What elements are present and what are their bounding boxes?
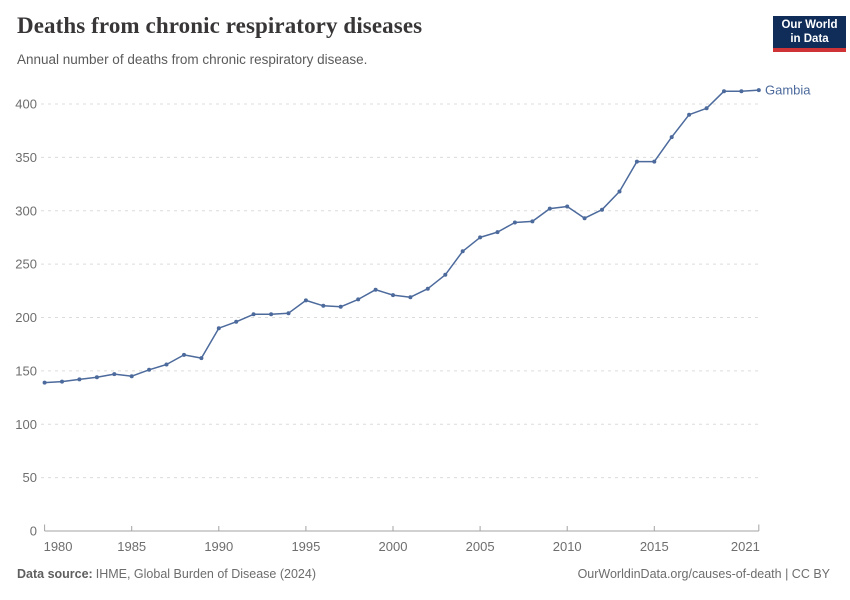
y-tick-label: 150	[15, 363, 37, 378]
data-point	[94, 375, 99, 380]
license-link[interactable]: OurWorldinData.org/causes-of-death | CC …	[577, 567, 830, 581]
data-point	[356, 297, 361, 302]
data-source-text: IHME, Global Burden of Disease (2024)	[95, 567, 316, 581]
data-point	[443, 272, 448, 277]
data-point	[687, 112, 692, 117]
data-point	[704, 106, 709, 111]
y-tick-label: 200	[15, 310, 37, 325]
y-tick-label: 400	[15, 97, 37, 112]
data-point	[478, 235, 483, 240]
data-point	[408, 295, 413, 300]
y-tick-label: 300	[15, 203, 37, 218]
owid-logo-line2: in Data	[790, 33, 829, 45]
data-point	[147, 367, 152, 372]
y-tick-label: 50	[23, 470, 37, 485]
x-tick-label: 2021	[731, 539, 760, 554]
data-point	[600, 207, 604, 212]
data-line	[44, 89, 759, 384]
data-point	[425, 286, 430, 291]
x-tick-label: 2015	[640, 539, 669, 554]
y-tick-label: 350	[15, 150, 37, 165]
x-tick-label: 1990	[204, 539, 233, 554]
data-point	[669, 135, 674, 140]
data-point	[565, 204, 570, 209]
data-point	[652, 159, 657, 164]
x-tick-label: 1995	[291, 539, 320, 554]
data-point	[42, 380, 47, 385]
data-point	[739, 89, 744, 94]
x-tick-label: 2010	[553, 539, 582, 554]
data-point	[460, 249, 465, 254]
x-tick-label: 1985	[117, 539, 146, 554]
y-tick-label: 100	[15, 417, 37, 432]
data-point	[495, 230, 500, 235]
data-point	[373, 287, 378, 292]
data-point	[582, 216, 587, 221]
data-point	[512, 220, 517, 225]
data-point	[199, 356, 204, 361]
data-point	[756, 88, 761, 93]
data-point	[722, 89, 726, 94]
data-point	[286, 311, 291, 316]
data-point	[164, 362, 169, 367]
y-tick-label: 0	[30, 524, 37, 539]
data-point	[617, 189, 622, 194]
x-tick-label: 2000	[379, 539, 408, 554]
data-point	[547, 206, 552, 211]
owid-logo[interactable]: Our World in Data	[773, 16, 846, 52]
data-point	[321, 303, 326, 308]
data-point	[338, 304, 343, 309]
data-source: Data source: IHME, Global Burden of Disea…	[17, 567, 316, 581]
data-point	[60, 379, 64, 384]
page-title: Deaths from chronic respiratory diseases	[17, 13, 423, 38]
x-tick-label: 2005	[466, 539, 495, 554]
data-point	[182, 352, 186, 357]
data-point	[129, 374, 134, 379]
data-point	[251, 312, 256, 317]
owid-logo-line1: Our World	[781, 18, 838, 31]
data-point	[112, 372, 117, 377]
data-point	[303, 298, 308, 303]
data-point	[269, 312, 274, 317]
y-tick-label: 250	[15, 257, 37, 272]
series-end-label[interactable]: Gambia	[765, 83, 811, 98]
data-point	[634, 159, 639, 164]
x-tick-label: 1980	[44, 539, 73, 554]
data-point	[77, 377, 82, 382]
data-point	[234, 319, 239, 324]
page-subtitle: Annual number of deaths from chronic res…	[17, 52, 368, 67]
data-point	[530, 219, 535, 224]
data-point	[391, 293, 395, 298]
data-source-label: Data source:	[17, 567, 93, 581]
data-point	[216, 326, 221, 331]
